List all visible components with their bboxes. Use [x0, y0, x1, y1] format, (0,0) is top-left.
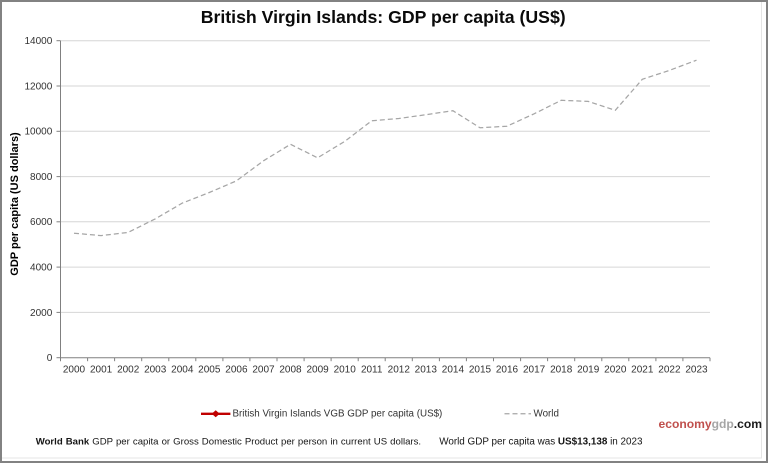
- svg-text:6000: 6000: [30, 217, 53, 228]
- svg-text:2006: 2006: [225, 365, 248, 376]
- svg-text:10000: 10000: [24, 127, 52, 138]
- svg-text:8000: 8000: [30, 172, 53, 183]
- svg-text:GDP per capita (US dollars): GDP per capita (US dollars): [9, 132, 21, 276]
- svg-text:2017: 2017: [523, 365, 546, 376]
- svg-text:2003: 2003: [144, 365, 167, 376]
- svg-text:0: 0: [47, 353, 53, 364]
- svg-text:British Virgin Islands VGB GDP: British Virgin Islands VGB GDP per capit…: [233, 409, 443, 420]
- svg-text:2001: 2001: [90, 365, 113, 376]
- svg-text:2013: 2013: [415, 365, 438, 376]
- svg-text:2008: 2008: [279, 365, 302, 376]
- svg-text:economygdp.com: economygdp.com: [659, 417, 763, 431]
- svg-text:2000: 2000: [30, 308, 53, 319]
- svg-text:2019: 2019: [577, 365, 600, 376]
- svg-text:2012: 2012: [388, 365, 411, 376]
- svg-text:2015: 2015: [469, 365, 492, 376]
- svg-text:British Virgin Islands: GDP pe: British Virgin Islands: GDP per capita (…: [201, 7, 566, 27]
- svg-text:2011: 2011: [361, 365, 383, 376]
- svg-text:2007: 2007: [252, 365, 275, 376]
- svg-text:2016: 2016: [496, 365, 519, 376]
- svg-text:2020: 2020: [604, 365, 627, 376]
- svg-text:2014: 2014: [442, 365, 465, 376]
- svg-text:2023: 2023: [685, 365, 708, 376]
- svg-text:12000: 12000: [24, 81, 52, 92]
- svg-text:4000: 4000: [30, 263, 53, 274]
- svg-text:World GDP per capita was US$13: World GDP per capita was US$13,138 in 20…: [439, 437, 643, 448]
- svg-text:World Bank GDP per capita or G: World Bank GDP per capita or Gross Domes…: [36, 437, 421, 448]
- svg-text:2018: 2018: [550, 365, 573, 376]
- svg-text:2022: 2022: [658, 365, 681, 376]
- svg-text:2009: 2009: [306, 365, 329, 376]
- svg-text:14000: 14000: [24, 36, 52, 47]
- svg-text:2000: 2000: [63, 365, 86, 376]
- svg-text:2021: 2021: [631, 365, 654, 376]
- svg-text:World: World: [534, 409, 559, 420]
- svg-text:2004: 2004: [171, 365, 194, 376]
- svg-text:2010: 2010: [334, 365, 357, 376]
- svg-text:2005: 2005: [198, 365, 221, 376]
- svg-text:2002: 2002: [117, 365, 140, 376]
